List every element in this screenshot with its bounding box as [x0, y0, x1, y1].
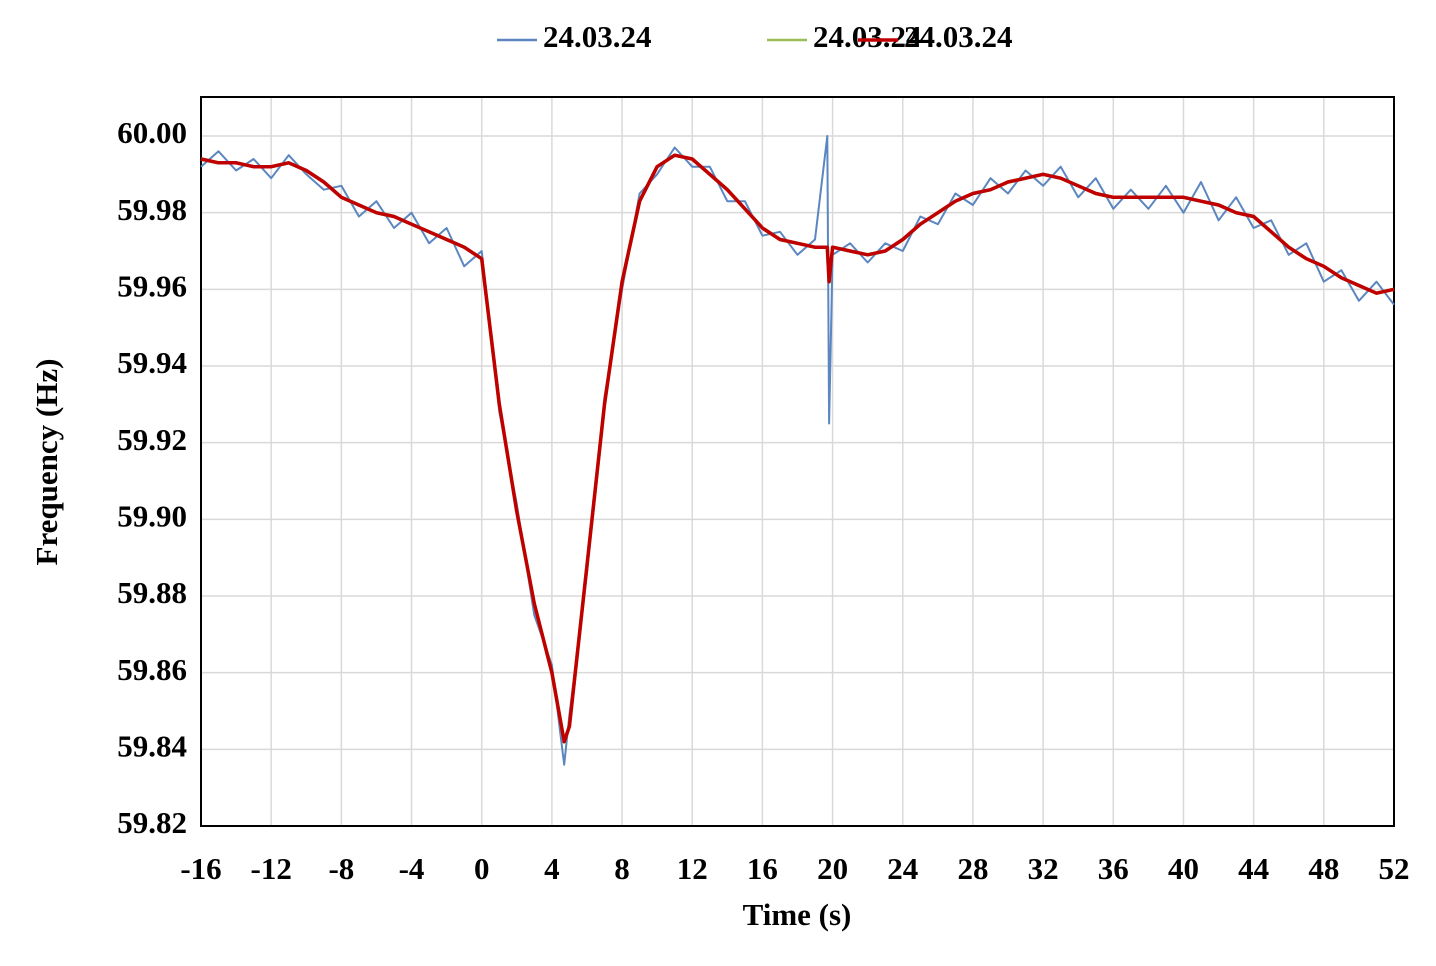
x-tick-label: 28 — [957, 851, 988, 886]
x-tick-label: -16 — [180, 851, 221, 886]
y-tick-label: 59.92 — [117, 422, 187, 457]
legend-label: 24.03.24 — [543, 19, 652, 54]
y-tick-label: 59.82 — [117, 805, 187, 840]
x-tick-label: 20 — [817, 851, 848, 886]
legend-label: 24.03.24 — [813, 19, 922, 54]
y-tick-label: 59.94 — [117, 345, 187, 380]
x-tick-label: -8 — [328, 851, 354, 886]
plot-frame — [200, 96, 1395, 827]
x-tick-label: 0 — [474, 851, 490, 886]
x-tick-label: 32 — [1028, 851, 1059, 886]
legend-label: 24.03.24 — [904, 19, 1013, 54]
x-tick-label: 44 — [1238, 851, 1269, 886]
x-tick-label: 12 — [677, 851, 708, 886]
y-tick-label: 59.90 — [117, 498, 187, 533]
x-tick-label: 24 — [887, 851, 918, 886]
x-tick-label: 16 — [747, 851, 778, 886]
y-axis-title: Frequency (Hz) — [29, 359, 64, 566]
y-tick-label: 59.86 — [117, 652, 187, 687]
x-tick-label: 4 — [544, 851, 560, 886]
y-tick-label: 59.88 — [117, 575, 187, 610]
x-tick-label: -4 — [399, 851, 425, 886]
series-line — [200, 153, 1395, 744]
series-line — [200, 135, 1395, 766]
x-axis-title: Time (s) — [743, 897, 852, 932]
y-tick-label: 59.98 — [117, 192, 187, 227]
y-tick-label: 60.00 — [117, 115, 187, 150]
x-tick-label: 48 — [1308, 851, 1339, 886]
y-tick-label: 59.84 — [117, 728, 187, 763]
x-tick-label: 52 — [1379, 851, 1410, 886]
x-tick-label: -12 — [251, 851, 292, 886]
x-tick-label: 36 — [1098, 851, 1129, 886]
x-tick-label: 8 — [614, 851, 630, 886]
x-tick-label: 40 — [1168, 851, 1199, 886]
y-tick-label: 59.96 — [117, 268, 187, 303]
